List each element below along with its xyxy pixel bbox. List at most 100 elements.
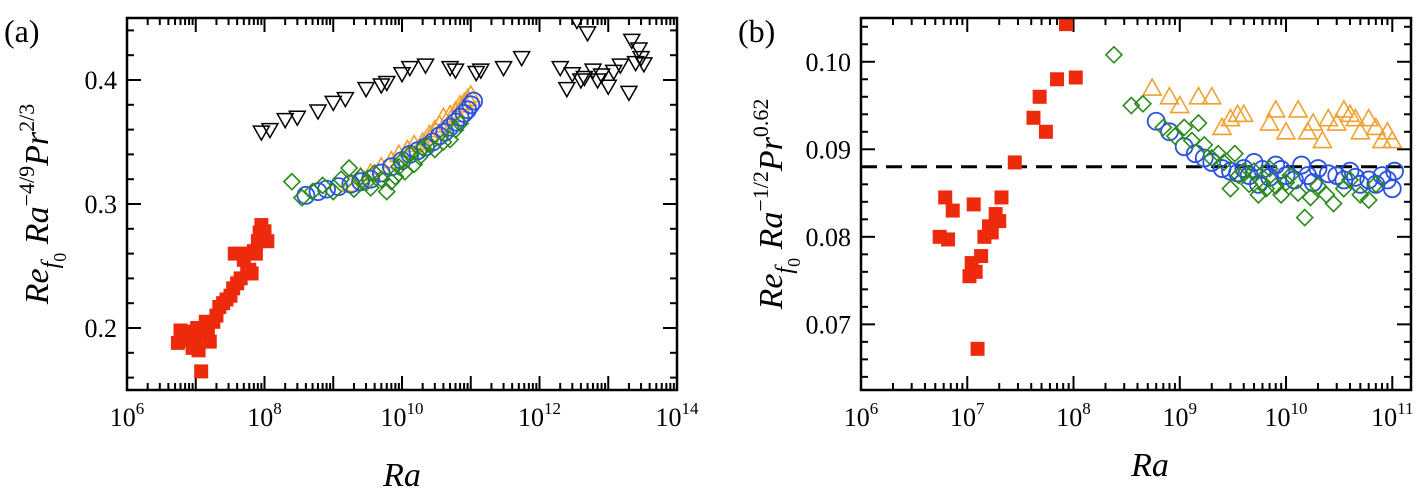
data-points-b <box>861 18 1411 356</box>
data-point-red <box>941 232 956 247</box>
data-point-green <box>1340 170 1360 190</box>
data-point-black <box>629 42 649 59</box>
data-point-green <box>1324 194 1343 213</box>
data-point-black <box>550 60 570 78</box>
x-tick-label: 1010 <box>381 399 424 432</box>
data-point-green <box>1165 127 1185 146</box>
y-tick-labels-b: 0.07 0.08 0.09 0.10 <box>806 48 852 340</box>
data-point-orange <box>1159 86 1180 105</box>
data-point-green <box>450 114 470 133</box>
data-point-green <box>1189 113 1208 133</box>
data-point-black <box>494 60 513 78</box>
data-point-black <box>372 78 391 95</box>
data-point-green <box>446 120 465 139</box>
data-point-orange <box>1259 112 1280 131</box>
data-point-green <box>1244 162 1264 181</box>
data-point-orange <box>424 118 446 138</box>
data-point-green <box>1182 131 1202 150</box>
data-point-green <box>1266 176 1285 196</box>
y-tick-label: 0.3 <box>85 190 118 219</box>
x-tick-label: 1014 <box>656 399 700 432</box>
data-point-green <box>339 158 359 178</box>
data-point-green <box>1308 176 1328 196</box>
data-point-blue <box>371 163 391 183</box>
y-tick-labels-a: 0.2 0.3 0.4 <box>85 66 118 343</box>
data-point-blue <box>1372 166 1392 185</box>
data-point-green <box>1249 185 1268 204</box>
data-point-green <box>1221 179 1240 198</box>
data-point-red <box>984 225 999 240</box>
x-tick-label: 106 <box>844 399 879 432</box>
data-point-red <box>260 234 275 249</box>
data-point-red <box>966 197 981 212</box>
data-point-black <box>471 63 491 80</box>
data-point-orange <box>1317 108 1339 127</box>
data-point-green <box>1154 118 1173 137</box>
data-point-green <box>1175 118 1194 137</box>
data-point-orange <box>1287 99 1309 118</box>
data-point-blue <box>435 122 455 142</box>
data-point-red <box>194 364 209 379</box>
data-point-green <box>1301 188 1320 207</box>
data-point-black <box>252 125 271 142</box>
data-point-green <box>382 172 401 191</box>
data-point-green <box>282 172 301 191</box>
x-tick-label: 1011 <box>1371 399 1413 432</box>
data-point-red <box>202 334 217 349</box>
y-tick-label: 0.2 <box>85 314 118 343</box>
data-point-red <box>244 266 259 281</box>
data-point-red <box>968 264 983 279</box>
data-point-green <box>1202 148 1221 168</box>
data-point-green <box>1104 45 1124 64</box>
data-point-green <box>413 139 432 158</box>
data-point-orange <box>1141 77 1163 96</box>
data-point-blue <box>1266 155 1286 175</box>
data-point-green <box>1276 173 1296 192</box>
data-point-black <box>598 79 618 96</box>
x-axis-label-b: Ra <box>1130 447 1169 484</box>
data-point-black <box>446 63 465 80</box>
data-point-orange <box>1377 121 1398 140</box>
y-tick-label: 0.09 <box>806 135 852 164</box>
data-point-blue <box>461 95 481 115</box>
data-point-green <box>392 151 412 170</box>
data-point-red <box>974 249 989 264</box>
data-point-green <box>1317 185 1336 204</box>
data-point-black <box>288 110 307 127</box>
data-point-green <box>1214 153 1233 172</box>
y-tick-label: 0.07 <box>806 310 852 339</box>
y-tick-label: 0.10 <box>806 48 852 77</box>
data-point-blue <box>1340 161 1360 181</box>
x-tick-label: 108 <box>247 399 282 432</box>
data-point-green <box>1359 190 1378 210</box>
data-point-black <box>377 75 397 92</box>
x-tick-label: 108 <box>1056 399 1091 432</box>
data-point-black <box>578 26 597 43</box>
data-point-green <box>434 132 453 152</box>
data-point-blue <box>1202 153 1222 172</box>
data-point-green <box>1209 144 1228 163</box>
data-point-black <box>634 57 654 74</box>
data-point-red <box>992 214 1007 229</box>
data-point-green <box>404 155 424 174</box>
x-tick-label: 1010 <box>1265 399 1308 432</box>
data-point-green <box>1295 208 1314 227</box>
data-point-green <box>1260 159 1279 178</box>
data-point-green <box>1133 94 1153 113</box>
x-tick-labels-b: 106 107 108 109 1010 1011 <box>844 399 1414 432</box>
data-point-red <box>938 190 953 205</box>
plot-frame-a <box>125 16 679 392</box>
data-point-black <box>512 50 531 68</box>
data-point-orange <box>1275 121 1297 140</box>
data-point-red <box>1007 155 1022 170</box>
data-point-orange <box>1381 129 1403 149</box>
data-point-orange <box>1312 129 1333 149</box>
data-point-green <box>1225 144 1245 163</box>
x-tick-label: 1012 <box>518 399 561 432</box>
y-tick-label: 0.08 <box>806 223 852 252</box>
data-point-black <box>308 104 328 121</box>
data-point-black <box>619 85 639 102</box>
data-point-blue <box>1385 161 1404 181</box>
data-point-orange <box>1227 103 1248 123</box>
